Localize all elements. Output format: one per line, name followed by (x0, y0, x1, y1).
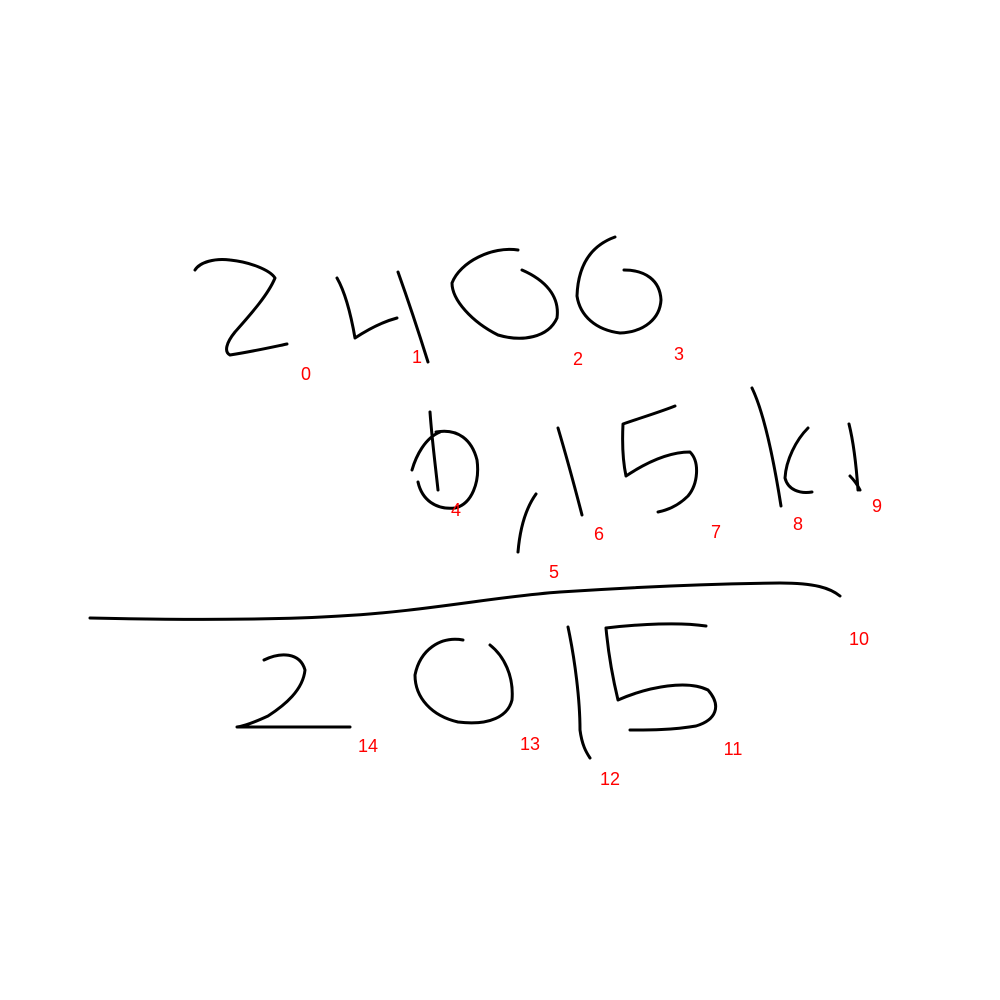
stroke-label-6: 6 (594, 524, 604, 544)
stroke-10 (88, 581, 842, 621)
stroke-3 (575, 235, 663, 335)
stroke-2 (450, 247, 559, 340)
stroke-index-labels: 0 1 2 3 4 5 6 7 8 9 10 11 12 13 14 (301, 344, 882, 789)
stroke-label-7: 7 (711, 522, 721, 542)
stroke-14 (235, 653, 352, 729)
stroke-8 (750, 386, 814, 508)
stroke-label-3: 3 (674, 344, 684, 364)
stroke-label-13: 13 (520, 734, 540, 754)
stroke-label-9: 9 (872, 496, 882, 516)
stroke-0 (193, 258, 289, 357)
stroke-label-8: 8 (793, 514, 803, 534)
stroke-7 (621, 404, 698, 514)
ink-strokes (88, 235, 862, 760)
stroke-label-5: 5 (549, 562, 559, 582)
stroke-label-0: 0 (301, 364, 311, 384)
stroke-9 (847, 422, 862, 492)
stroke-4 (410, 410, 480, 510)
stroke-1 (335, 270, 430, 364)
stroke-11 (604, 622, 718, 732)
stroke-label-12: 12 (600, 769, 620, 789)
stroke-label-14: 14 (358, 736, 378, 756)
stroke-label-10: 10 (849, 629, 869, 649)
stroke-13 (413, 637, 514, 725)
stroke-6 (556, 426, 584, 517)
stroke-label-2: 2 (573, 349, 583, 369)
stroke-label-1: 1 (412, 347, 422, 367)
stroke-12 (566, 625, 592, 760)
stroke-label-11: 11 (724, 739, 743, 759)
stroke-5 (516, 492, 538, 554)
stroke-label-4: 4 (451, 500, 461, 520)
